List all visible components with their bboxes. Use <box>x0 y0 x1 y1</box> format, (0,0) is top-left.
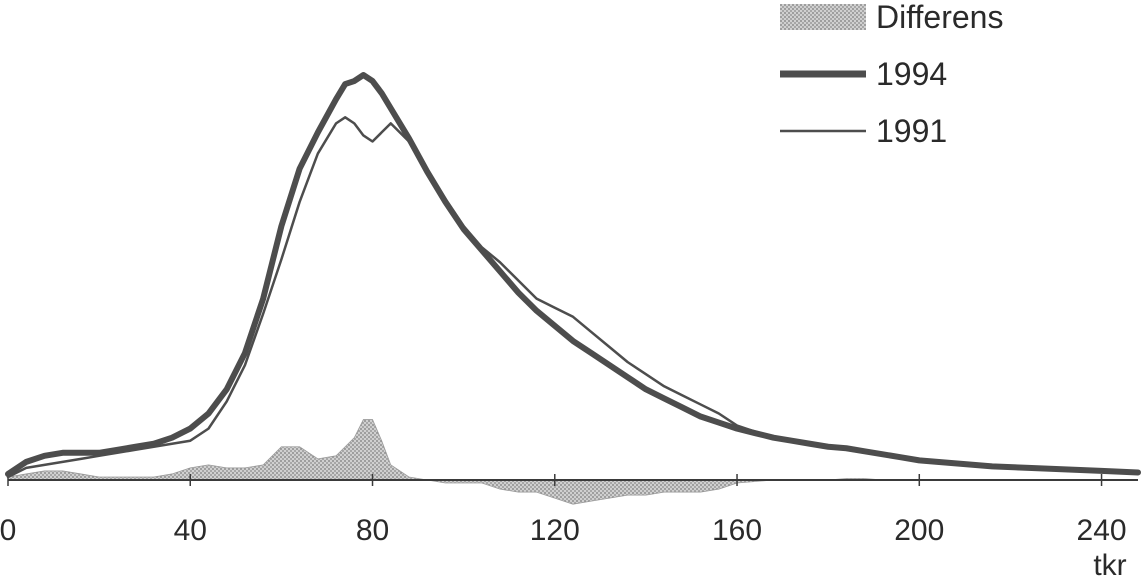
series-differens-area <box>7 419 1138 505</box>
x-tick-label: 80 <box>356 514 389 547</box>
x-axis <box>7 474 1138 486</box>
x-tick-label: 160 <box>712 514 762 547</box>
differens-area-layer <box>7 419 1138 505</box>
x-tick-labels: 0 40 80 120 160 200 240 <box>0 514 1127 547</box>
legend-swatch-differens <box>780 4 866 30</box>
series-line-1991 <box>6 116 1140 479</box>
legend: Differens 1994 1991 <box>780 0 1003 149</box>
legend-label-1994: 1994 <box>876 56 947 92</box>
legend-label-Differens: Differens <box>876 0 1003 35</box>
x-tick-label: 120 <box>530 514 580 547</box>
x-tick-label: 0 <box>0 514 16 547</box>
x-tick-label: 200 <box>894 514 944 547</box>
legend-label-1991: 1991 <box>876 113 947 149</box>
x-tick-label: 240 <box>1077 514 1127 547</box>
x-axis-unit-label: tkr <box>1093 549 1126 579</box>
series-lines <box>5 72 1141 479</box>
x-tick-label: 40 <box>174 514 207 547</box>
series-line-1994 <box>5 72 1141 477</box>
